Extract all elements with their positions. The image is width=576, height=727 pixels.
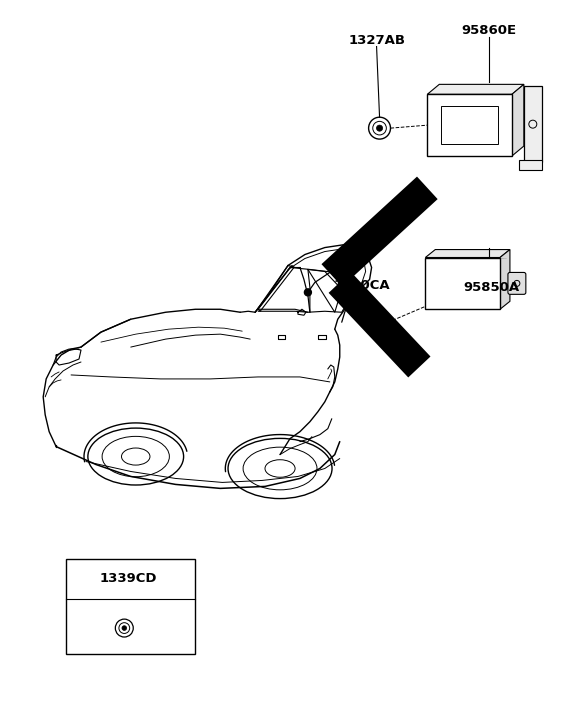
Text: 95850A: 95850A (463, 281, 519, 294)
FancyBboxPatch shape (519, 160, 542, 170)
Circle shape (377, 125, 382, 131)
FancyBboxPatch shape (524, 87, 542, 162)
Circle shape (378, 326, 385, 332)
FancyBboxPatch shape (66, 559, 195, 654)
FancyBboxPatch shape (508, 273, 526, 294)
Circle shape (122, 626, 127, 630)
Polygon shape (427, 84, 524, 95)
Text: 1339CD: 1339CD (100, 572, 157, 585)
FancyBboxPatch shape (427, 95, 512, 156)
FancyBboxPatch shape (425, 257, 500, 309)
Polygon shape (500, 249, 510, 309)
Circle shape (305, 289, 312, 296)
Text: 1327AB: 1327AB (348, 34, 405, 47)
Polygon shape (425, 249, 510, 257)
Polygon shape (512, 84, 524, 156)
FancyBboxPatch shape (441, 106, 498, 144)
Text: 1310CA: 1310CA (334, 279, 390, 292)
Text: 95860E: 95860E (461, 24, 517, 37)
